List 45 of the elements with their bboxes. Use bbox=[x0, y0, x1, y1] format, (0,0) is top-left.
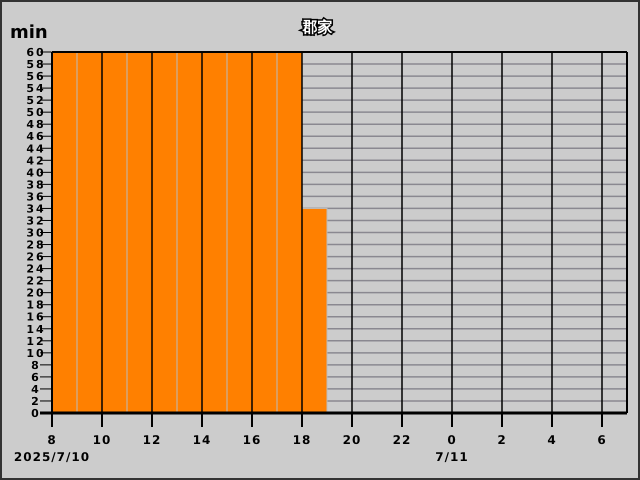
y-tick-label: 54 bbox=[26, 82, 46, 96]
y-tick-label: 22 bbox=[26, 274, 46, 288]
y-tick-label: 16 bbox=[26, 310, 46, 324]
y-tick-label: 24 bbox=[26, 262, 46, 276]
x-tick-label: 6 bbox=[597, 433, 607, 447]
chart-title: 郡家 bbox=[302, 18, 332, 36]
y-tick-label: 0 bbox=[31, 407, 41, 420]
y-tick-label: 46 bbox=[26, 130, 46, 144]
y-tick-label: 52 bbox=[26, 94, 46, 108]
y-tick-label: 4 bbox=[31, 382, 41, 396]
y-tick-label: 32 bbox=[26, 214, 46, 228]
y-tick-label: 36 bbox=[26, 190, 46, 204]
y-tick-label: 58 bbox=[26, 58, 46, 72]
y-tick-label: 48 bbox=[26, 118, 46, 132]
y-tick-label: 28 bbox=[26, 238, 46, 252]
y-tick-label: 26 bbox=[26, 250, 46, 264]
x-tick-label: 10 bbox=[92, 433, 112, 447]
y-tick-label: 30 bbox=[26, 226, 46, 240]
x-tick-label: 0 7/11 bbox=[435, 433, 469, 464]
y-tick-label: 18 bbox=[26, 298, 46, 312]
y-tick-label: 34 bbox=[26, 202, 46, 216]
x-tick-label: 16 bbox=[242, 433, 262, 447]
y-tick-label: 50 bbox=[26, 106, 46, 120]
x-tick-label: 20 bbox=[342, 433, 362, 447]
x-tick-label: 12 bbox=[142, 433, 162, 447]
x-tick-label: 2 bbox=[497, 433, 507, 447]
y-tick-label: 2 bbox=[31, 394, 41, 408]
y-tick-label: 6 bbox=[31, 370, 41, 384]
y-tick-label: 42 bbox=[26, 154, 46, 168]
y-tick-label: 40 bbox=[26, 166, 46, 180]
y-tick-label: 38 bbox=[26, 178, 46, 192]
y-tick-label: 20 bbox=[26, 286, 46, 300]
x-tick-label: 22 bbox=[392, 433, 412, 447]
y-tick-label: 10 bbox=[26, 346, 46, 360]
x-tick-label: 8 2025/7/10 bbox=[14, 433, 90, 464]
x-tick-label: 14 bbox=[192, 433, 212, 447]
x-tick-label: 18 bbox=[292, 433, 312, 447]
y-tick-label: 8 bbox=[31, 358, 41, 372]
y-tick-label: 60 bbox=[26, 46, 46, 59]
x-tick-label: 4 bbox=[547, 433, 557, 447]
y-axis-title: min bbox=[10, 22, 48, 43]
y-tick-label: 44 bbox=[26, 142, 46, 156]
y-tick-label: 12 bbox=[26, 334, 46, 348]
y-tick-label: 14 bbox=[26, 322, 46, 336]
y-tick-label: 56 bbox=[26, 70, 46, 84]
